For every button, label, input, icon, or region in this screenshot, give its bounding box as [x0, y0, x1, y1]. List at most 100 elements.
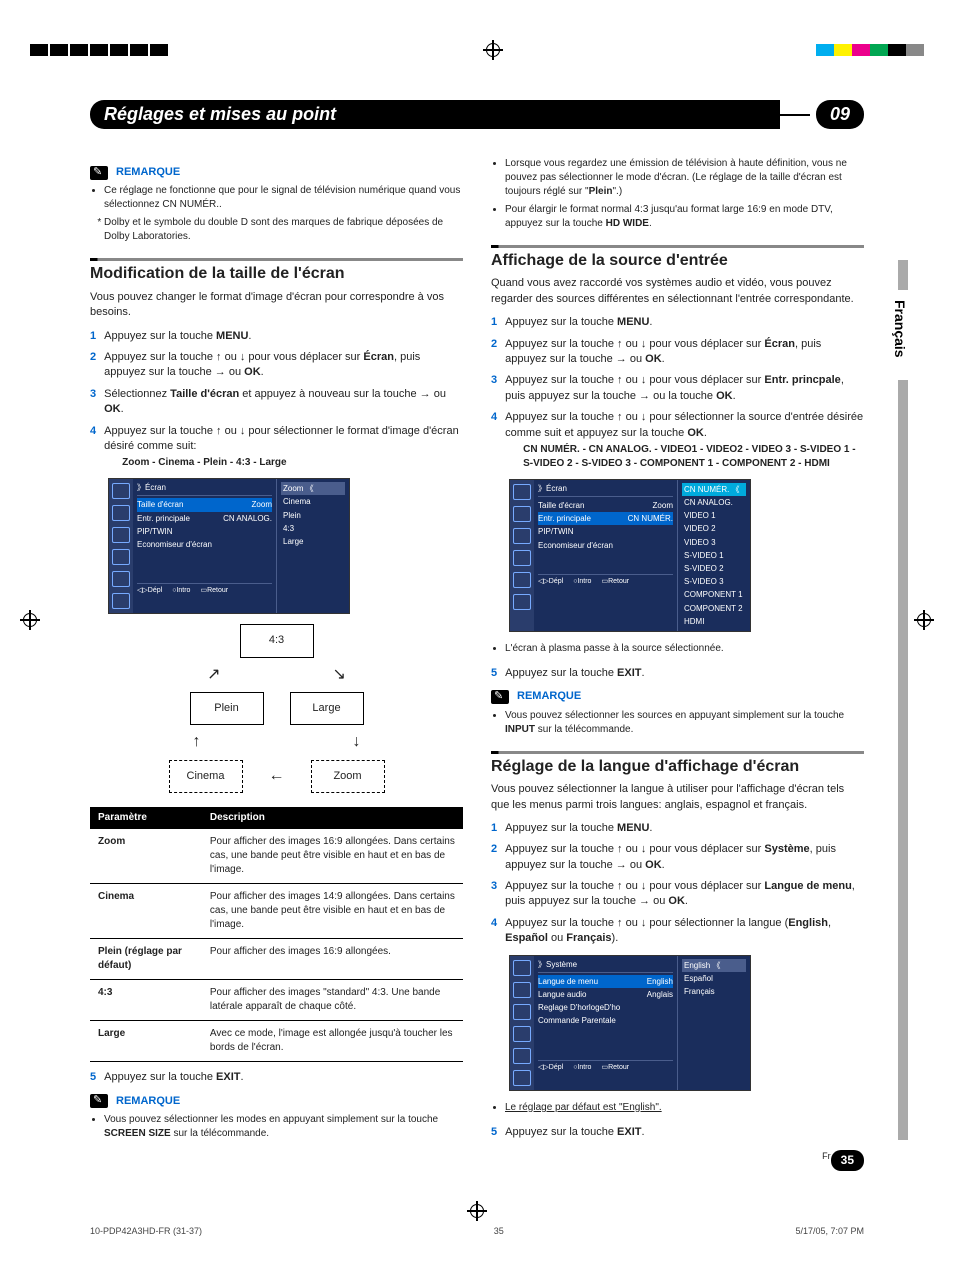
step-sub: Zoom - Cinema - Plein - 4:3 - Large — [122, 456, 463, 470]
steps-list: 5 Appuyez sur la touche EXIT. — [491, 666, 864, 681]
crosshair-bottom — [467, 1201, 487, 1221]
osd-row: Commande Parentale — [538, 1014, 673, 1027]
osd-option: Large — [281, 535, 345, 548]
osd-option: CN ANALOG. — [682, 496, 746, 509]
steps-list: 5 Appuyez sur la touche EXIT. — [491, 1125, 864, 1140]
osd-row: Entr. principaleCN NUMÉR. — [538, 512, 673, 525]
osd-footer: ◁▷Dépl ○Intro ▭Retour — [538, 1060, 673, 1073]
osd-row: Langue audioAnglais — [538, 988, 673, 1001]
step: 3 Appuyez sur la touche ↑ ou ↓ pour vous… — [491, 373, 864, 404]
step: 3 Sélectionnez Taille d'écran et appuyez… — [90, 387, 463, 418]
osd-option: VIDEO 3 — [682, 536, 746, 549]
table-row: Plein (réglage par défaut)Pour afficher … — [90, 939, 463, 980]
cycle-box: Large — [290, 692, 364, 725]
remarque-label: REMARQUE — [517, 689, 581, 704]
osd-row: Taille d'écranZoom — [538, 499, 673, 512]
table-row: ZoomPour afficher des images 16:9 allong… — [90, 829, 463, 884]
section-intro: Vous pouvez sélectionner la langue à uti… — [491, 782, 864, 813]
osd-option: S-VIDEO 2 — [682, 562, 746, 575]
osd-icon-strip — [510, 480, 534, 631]
osd-option: S-VIDEO 1 — [682, 549, 746, 562]
osd-option: Cinema — [281, 495, 345, 508]
osd-row: Economiseur d'écran — [137, 538, 272, 551]
crosshair-right — [914, 610, 934, 630]
osd-option: CN NUMÉR. 《 — [682, 483, 746, 496]
section-intro: Vous pouvez changer le format d'image d'… — [90, 290, 463, 321]
remarque-list-2: Vous pouvez sélectionner les modes en ap… — [90, 1113, 463, 1141]
note-bullet: Dolby et le symbole du double D sont des… — [104, 216, 463, 244]
cycle-box: Plein — [190, 692, 264, 725]
chapter-line — [780, 114, 810, 116]
note-bullet: Le réglage par défaut est "English". — [505, 1101, 864, 1115]
left-column: REMARQUE Ce réglage ne fonctionne que po… — [90, 157, 463, 1171]
osd-option: Plein — [281, 509, 345, 522]
remarque-label: REMARQUE — [116, 165, 180, 180]
table-row: CinemaPour afficher des images 14:9 allo… — [90, 884, 463, 939]
steps-list: 5 Appuyez sur la touche EXIT. — [90, 1070, 463, 1085]
side-bar-bottom — [898, 380, 908, 1140]
remarque-list-1: Ce réglage ne fonctionne que pour le sig… — [90, 184, 463, 244]
note-bullet: L'écran à plasma passe à la source sélec… — [505, 642, 864, 656]
note-icon — [90, 1094, 108, 1108]
osd-screenshot-source: 》Écran Taille d'écranZoomEntr. principal… — [509, 479, 751, 632]
note-bullet: Vous pouvez sélectionner les sources en … — [505, 709, 864, 737]
language-tab: Français — [892, 300, 908, 358]
section-title: Modification de la taille de l'écran — [90, 263, 463, 285]
section-intro: Quand vous avez raccordé vos systèmes au… — [491, 276, 864, 307]
top-notes: Lorsque vous regardez une émission de té… — [491, 157, 864, 231]
parameter-table: Paramètre Description ZoomPour afficher … — [90, 807, 463, 1062]
cycle-box: Cinema — [169, 760, 243, 793]
crosshair-left — [20, 610, 40, 630]
remarque-list-3: Vous pouvez sélectionner les sources en … — [491, 709, 864, 737]
osd-row: PIP/TWIN — [538, 525, 673, 538]
post-osd-notes: Le réglage par défaut est "English". — [491, 1101, 864, 1115]
osd-option: Español — [682, 972, 746, 985]
osd-options: English 《EspañolFrançais — [677, 956, 750, 1090]
osd-option: COMPONENT 1 — [682, 588, 746, 601]
table-row: 4:3Pour afficher des images "standard" 4… — [90, 980, 463, 1021]
step: 5 Appuyez sur la touche EXIT. — [90, 1070, 463, 1085]
print-foot-date: 5/17/05, 7:07 PM — [795, 1226, 864, 1236]
chapter-number: 09 — [816, 100, 864, 129]
section-title: Affichage de la source d'entrée — [491, 250, 864, 272]
osd-option: 4:3 — [281, 522, 345, 535]
step: 2 Appuyez sur la touche ↑ ou ↓ pour vous… — [90, 350, 463, 381]
steps-list: 1 Appuyez sur la touche MENU. 2 Appuyez … — [491, 821, 864, 947]
step-sub: CN NUMÉR. - CN ANALOG. - VIDEO1 - VIDEO2… — [523, 443, 864, 471]
osd-option: HDMI — [682, 615, 746, 628]
osd-option: COMPONENT 2 — [682, 602, 746, 615]
step: 4 Appuyez sur la touche ↑ ou ↓ pour séle… — [90, 424, 463, 471]
cycle-box: 4:3 — [240, 624, 314, 657]
remarque-heading: REMARQUE — [491, 689, 864, 704]
note-bullet: Vous pouvez sélectionner les modes en ap… — [104, 1113, 463, 1141]
section-rule — [90, 258, 463, 261]
osd-option: VIDEO 1 — [682, 509, 746, 522]
osd-row: Economiseur d'écran — [538, 539, 673, 552]
print-foot-page: 35 — [494, 1226, 504, 1236]
osd-icon-strip — [510, 956, 534, 1090]
page-number: 35 — [831, 1150, 864, 1171]
step: 1 Appuyez sur la touche MENU. — [491, 821, 864, 836]
table-header: Description — [202, 807, 463, 829]
reg-right — [816, 44, 924, 56]
step: 2 Appuyez sur la touche ↑ ou ↓ pour vous… — [491, 842, 864, 873]
registration-marks — [0, 40, 954, 60]
side-bar-top — [898, 260, 908, 290]
osd-row: Langue de menuEnglish — [538, 975, 673, 988]
remarque-heading: REMARQUE — [90, 165, 463, 180]
chapter-title: Réglages et mises au point — [90, 100, 780, 129]
osd-option: VIDEO 2 — [682, 522, 746, 535]
osd-options: CN NUMÉR. 《CN ANALOG.VIDEO 1VIDEO 2VIDEO… — [677, 480, 750, 631]
steps-list: 1 Appuyez sur la touche MENU. 2 Appuyez … — [491, 315, 864, 471]
osd-icon-strip — [109, 479, 133, 613]
osd-screenshot-langue: 》Système Langue de menuEnglishLangue aud… — [509, 955, 751, 1091]
step: 3 Appuyez sur la touche ↑ ou ↓ pour vous… — [491, 879, 864, 910]
osd-header: 》Système — [538, 959, 673, 973]
right-column: Lorsque vous regardez une émission de té… — [491, 157, 864, 1171]
osd-header: 》Écran — [137, 482, 272, 496]
osd-option: S-VIDEO 3 — [682, 575, 746, 588]
osd-options: Zoom 《CinemaPlein4:3Large — [276, 479, 349, 613]
osd-screenshot-ecran: 》Écran Taille d'écranZoomEntr. principal… — [108, 478, 350, 614]
print-footer: 10-PDP42A3HD-FR (31-37) 35 5/17/05, 7:07… — [0, 1226, 954, 1266]
crosshair-top — [483, 40, 503, 60]
